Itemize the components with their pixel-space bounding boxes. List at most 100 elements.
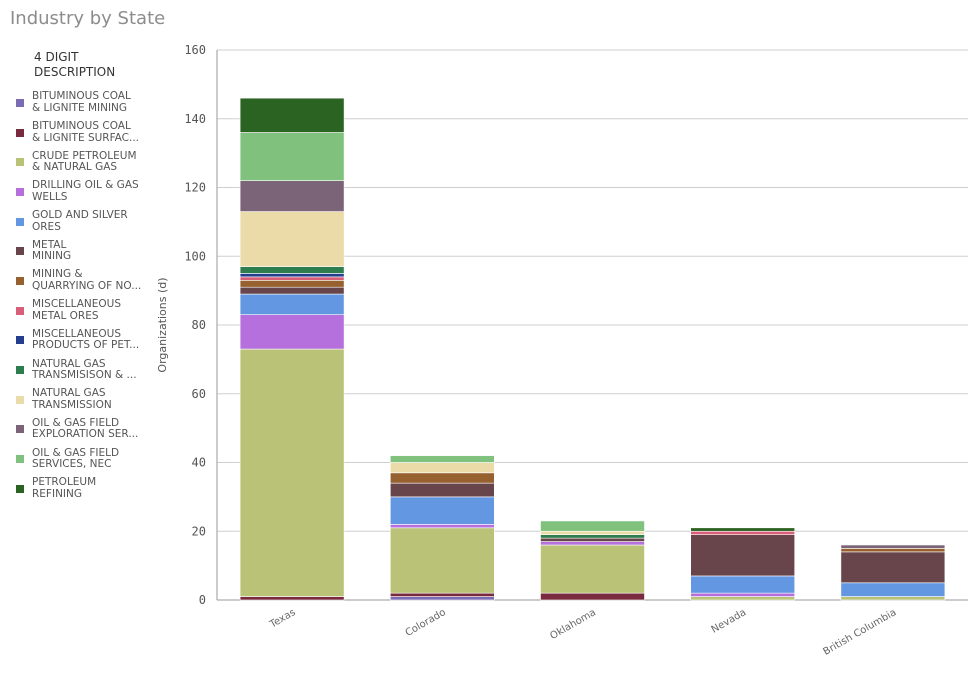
bar-segment xyxy=(239,280,345,288)
bar-segment xyxy=(540,537,645,542)
legend-item[interactable]: MISCELLANEOUS METAL ORES xyxy=(16,296,156,326)
bar-segment xyxy=(389,482,495,498)
bar-segment xyxy=(239,97,345,133)
x-tick-label: Oklahoma xyxy=(548,607,598,642)
bar-segment xyxy=(690,575,796,594)
legend-item[interactable]: DRILLING OIL & GAS WELLS xyxy=(16,177,156,207)
y-tick-label: 40 xyxy=(192,456,206,470)
bar-segment xyxy=(840,551,946,584)
bar-segment xyxy=(540,534,645,539)
legend-swatch xyxy=(16,217,24,226)
bar-segment xyxy=(239,348,345,597)
bar-segment xyxy=(239,180,345,212)
legend-item[interactable]: OIL & GAS FIELD EXPLORATION SER... xyxy=(16,415,156,445)
legend-item[interactable]: MISCELLANEOUS PRODUCTS OF PET... xyxy=(16,326,156,356)
bar-segment xyxy=(239,596,345,601)
legend-swatch xyxy=(16,425,24,434)
legend-swatch xyxy=(16,98,24,107)
legend-item[interactable]: OIL & GAS FIELD SERVICES, NEC xyxy=(16,444,156,474)
legend-swatch xyxy=(16,455,24,464)
legend-swatch xyxy=(16,395,24,404)
legend-item[interactable]: METAL MINING xyxy=(16,236,156,266)
x-tick-label: British Columbia xyxy=(822,607,899,658)
bar-segment xyxy=(239,132,345,181)
y-tick-label: 20 xyxy=(192,524,206,538)
legend-label: MISCELLANEOUS METAL ORES xyxy=(32,298,122,322)
legend-label: OIL & GAS FIELD EXPLORATION SER... xyxy=(32,416,139,441)
bar-segment xyxy=(540,530,645,535)
legend-label: NATURAL GAS TRANSMISISON & ... xyxy=(32,357,137,382)
legend-swatch xyxy=(16,128,24,137)
legend-label: BITUMINOUS COAL & LIGNITE SURFAC... xyxy=(32,120,140,144)
bar-segment xyxy=(239,273,345,278)
bar-segment xyxy=(690,592,796,597)
bar-segment xyxy=(389,455,495,463)
legend-swatch xyxy=(16,247,24,256)
legend-item[interactable]: PETROLEUM REFINING xyxy=(16,474,156,504)
bar-segment xyxy=(690,534,796,577)
bar-segment xyxy=(540,592,645,601)
legend-item[interactable]: MINING & QUARRYING OF NO... xyxy=(16,266,156,296)
legend-label: METAL MINING xyxy=(32,238,72,263)
bar-segment xyxy=(840,582,946,597)
bar-segment xyxy=(389,524,495,529)
bar-segment xyxy=(840,548,946,553)
x-tick-label: Texas xyxy=(267,607,297,631)
y-axis-label: Organizations (d) xyxy=(156,277,169,372)
legend-label: MINING & QUARRYING OF NO... xyxy=(32,268,142,292)
y-tick-label: 0 xyxy=(199,593,206,607)
bar-segment xyxy=(540,520,645,532)
legend-item[interactable]: CRUDE PETROLEUM & NATURAL GAS xyxy=(16,147,156,177)
bar-segment xyxy=(540,541,645,546)
bar-segment xyxy=(389,462,495,474)
bar-segment xyxy=(840,596,946,601)
bar-segment xyxy=(540,544,645,594)
legend-swatch xyxy=(16,484,24,493)
y-tick-label: 140 xyxy=(184,112,206,126)
legend-label: CRUDE PETROLEUM & NATURAL GAS xyxy=(32,149,137,174)
legend-swatch xyxy=(16,306,24,315)
legend-item[interactable]: BITUMINOUS COAL & LIGNITE SURFAC... xyxy=(16,118,156,148)
bar-segment xyxy=(239,266,345,274)
bar-segment xyxy=(389,472,495,484)
bar-segment xyxy=(389,592,495,597)
bar-segment xyxy=(239,286,345,295)
x-tick-label: Nevada xyxy=(710,607,749,636)
chart-title: Industry by State xyxy=(10,8,166,29)
bar-segment xyxy=(389,496,495,525)
legend-item[interactable]: GOLD AND SILVER ORES xyxy=(16,207,156,237)
y-tick-label: 100 xyxy=(184,249,206,263)
legend: 4 DIGIT DESCRIPTION BITUMINOUS COAL & LI… xyxy=(16,50,156,504)
legend-label: NATURAL GAS TRANSMISSION xyxy=(32,387,112,411)
legend-swatch xyxy=(16,187,24,196)
legend-swatch xyxy=(16,366,24,375)
legend-item[interactable]: NATURAL GAS TRANSMISISON & ... xyxy=(16,355,156,385)
bar-segment xyxy=(389,527,495,594)
legend-label: GOLD AND SILVER ORES xyxy=(32,209,128,233)
bar-segment xyxy=(690,596,796,601)
x-tick-label: Colorado xyxy=(404,607,448,639)
legend-label: DRILLING OIL & GAS WELLS xyxy=(32,179,139,203)
legend-items: BITUMINOUS COAL & LIGNITE MINING BITUMINO… xyxy=(16,88,156,504)
bar-segment xyxy=(840,544,946,549)
legend-item[interactable]: BITUMINOUS COAL & LIGNITE MINING xyxy=(16,88,156,118)
bar-segment xyxy=(239,211,345,267)
bar-segment xyxy=(239,293,345,315)
y-tick-label: 120 xyxy=(184,181,206,195)
legend-title: 4 DIGIT DESCRIPTION xyxy=(34,50,116,79)
legend-label: BITUMINOUS COAL & LIGNITE MINING xyxy=(32,90,131,114)
bar-segment xyxy=(690,530,796,535)
legend-swatch xyxy=(16,336,24,345)
legend-item[interactable]: NATURAL GAS TRANSMISSION xyxy=(16,385,156,415)
y-tick-label: 80 xyxy=(192,318,206,332)
y-tick-label: 160 xyxy=(184,43,206,57)
legend-label: PETROLEUM REFINING xyxy=(32,476,97,500)
y-tick-label: 60 xyxy=(192,387,206,401)
legend-swatch xyxy=(16,158,24,167)
bar-segment xyxy=(690,527,796,532)
legend-label: MISCELLANEOUS PRODUCTS OF PET... xyxy=(32,327,140,352)
bar-segment xyxy=(389,596,495,601)
legend-label: OIL & GAS FIELD SERVICES, NEC xyxy=(32,446,120,471)
bar-segment xyxy=(239,314,345,350)
